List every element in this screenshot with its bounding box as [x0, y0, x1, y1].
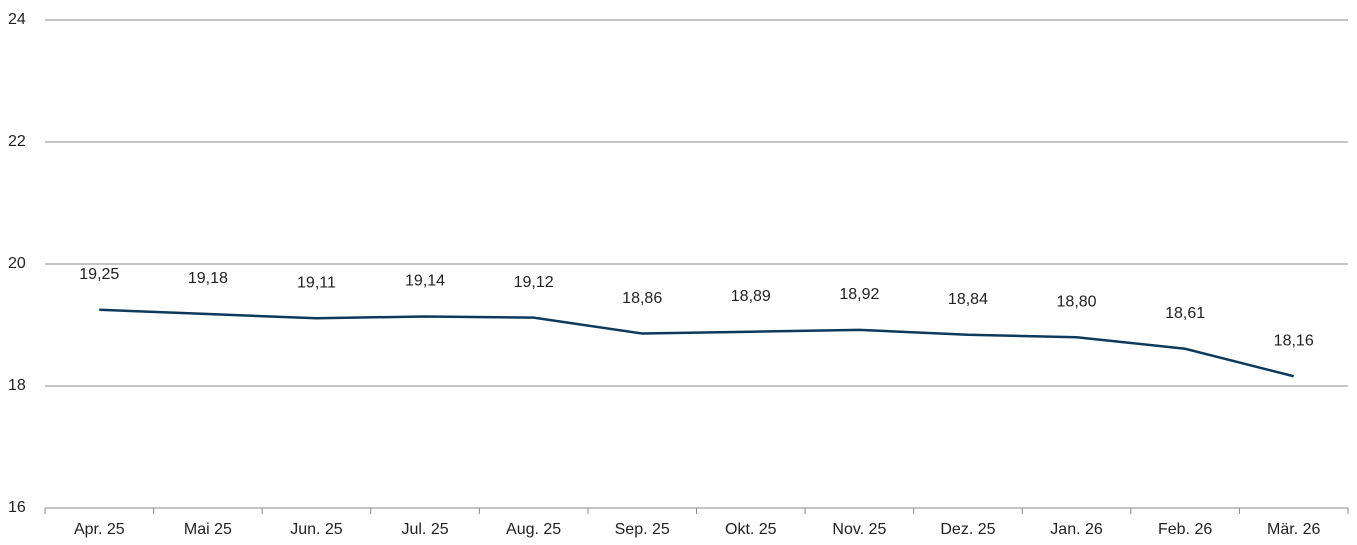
- x-tick-label: Okt. 25: [725, 521, 777, 538]
- data-label: 18,86: [622, 290, 662, 307]
- data-label: 18,92: [839, 286, 879, 303]
- x-tick-label: Jan. 26: [1050, 521, 1103, 538]
- line: [99, 308, 1295, 378]
- x-tick-label: Mär. 26: [1267, 521, 1320, 538]
- y-tick-label: 20: [8, 255, 26, 272]
- x-tick-label: Mai 25: [184, 521, 232, 538]
- x-tick-label: Apr. 25: [74, 521, 125, 538]
- x-tick-label: Sep. 25: [615, 521, 670, 538]
- data-label: 19,12: [514, 274, 554, 291]
- y-tick-label: 18: [8, 377, 26, 394]
- data-label: 19,14: [405, 273, 445, 290]
- x-tick-label: Aug. 25: [506, 521, 561, 538]
- data-label: 18,61: [1165, 305, 1205, 322]
- y-tick-label: 16: [8, 499, 26, 516]
- data-label: 18,84: [948, 291, 988, 308]
- x-tick-label: Dez. 25: [940, 521, 995, 538]
- data-label: 18,89: [731, 288, 771, 305]
- y-tick-label: 22: [8, 133, 26, 150]
- data-label: 19,18: [188, 270, 228, 287]
- data-label: 19,11: [297, 275, 336, 292]
- x-tick-label: Feb. 26: [1158, 521, 1212, 538]
- y-tick-label: 24: [8, 11, 26, 28]
- data-label: 18,16: [1274, 332, 1314, 349]
- x-tick-label: Jun. 25: [290, 521, 343, 538]
- x-tick-label: Nov. 25: [832, 521, 886, 538]
- x-tick-label: Jul. 25: [401, 521, 448, 538]
- data-label: 19,25: [79, 266, 119, 283]
- data-label: 18,80: [1057, 293, 1097, 310]
